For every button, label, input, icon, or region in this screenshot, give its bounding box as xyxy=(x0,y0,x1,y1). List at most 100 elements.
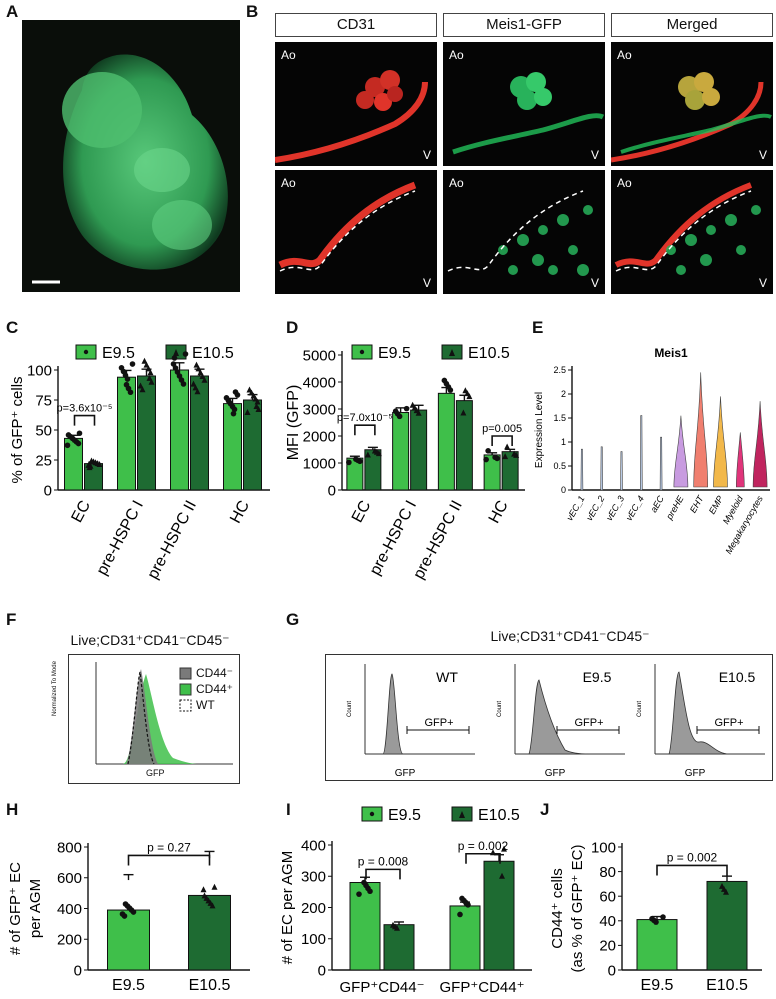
y-tick-label: 600 xyxy=(57,870,82,887)
panel-letter-e: E xyxy=(532,318,544,337)
hist-area xyxy=(528,679,590,755)
label-v: V xyxy=(422,276,431,290)
panel-letter-d: D xyxy=(286,318,299,337)
gate-label: GFP+ xyxy=(574,717,603,729)
y-tick-label: 0.5 xyxy=(553,461,566,471)
panel-letter-b: B xyxy=(246,2,259,21)
bar xyxy=(349,882,381,971)
data-point xyxy=(146,374,153,381)
x-tick-label: E10.5 xyxy=(189,977,231,994)
bar xyxy=(483,860,515,971)
p-value-label: p = 0.27 xyxy=(147,840,191,854)
data-point xyxy=(246,386,253,393)
label-ao: Ao xyxy=(281,48,296,62)
y-tick-label: 100 xyxy=(27,362,52,379)
panel-f-histogram xyxy=(95,662,233,765)
data-point xyxy=(364,451,371,458)
data-point xyxy=(193,361,200,368)
significance-bracket xyxy=(465,852,501,864)
y-tick-label: 0 xyxy=(328,482,336,499)
data-point xyxy=(171,355,178,361)
data-point xyxy=(244,409,251,415)
data-point xyxy=(460,409,467,416)
y-tick-label: 400 xyxy=(57,901,82,918)
label-v: V xyxy=(758,276,767,290)
violin xyxy=(752,401,768,488)
data-point xyxy=(457,911,463,918)
legend-label-e105: E10.5 xyxy=(478,807,520,824)
legend-label-e105: E10.5 xyxy=(468,345,510,362)
hist-area xyxy=(668,671,730,755)
bar xyxy=(636,919,678,971)
data-point xyxy=(392,408,399,415)
data-point xyxy=(462,387,469,394)
panel-letter-h: H xyxy=(6,800,19,819)
panel-g-title: Live;CD31⁺CD41⁻CD45⁻ xyxy=(490,628,650,644)
data-point xyxy=(211,883,218,890)
bar xyxy=(449,905,481,971)
x-tick-label: aEC xyxy=(648,494,666,515)
data-point xyxy=(353,456,359,463)
data-point xyxy=(65,432,72,438)
data-point xyxy=(403,405,410,412)
panel-letter-f: F xyxy=(6,610,17,629)
data-point xyxy=(719,882,725,889)
panel-g-histograms: WT GFP+ GFP Count E9.5 GFP+ GFP Count E10.5 GFP+ G… xyxy=(347,664,765,779)
micrograph-gfp-bottom: Ao V xyxy=(443,170,605,294)
data-point xyxy=(502,453,509,460)
label-ao: Ao xyxy=(281,176,296,190)
y-tick-label: 25 xyxy=(35,452,52,469)
data-point xyxy=(200,886,207,893)
legend-label-e95: E9.5 xyxy=(102,345,135,362)
bar xyxy=(107,909,150,971)
data-point xyxy=(390,921,396,928)
data-point xyxy=(145,365,152,372)
y-tick-label: 0 xyxy=(608,962,616,979)
micrograph-gfp-top: Ao V xyxy=(443,42,605,166)
data-point xyxy=(485,448,491,454)
data-point xyxy=(123,381,130,388)
header-merged: Merged xyxy=(611,13,773,37)
data-point xyxy=(511,450,518,457)
hist-panel-label: WT xyxy=(436,669,458,685)
violin xyxy=(620,451,623,491)
data-point xyxy=(501,845,507,852)
violin xyxy=(693,372,709,488)
legend-marker-e105 xyxy=(173,349,179,356)
label-ao: Ao xyxy=(617,48,632,62)
panel-letter-a: A xyxy=(6,2,19,21)
label-v: V xyxy=(590,148,599,162)
data-point xyxy=(232,389,239,395)
panel-f-title: Live;CD31⁺CD41⁻CD45⁻ xyxy=(70,632,230,648)
x-tick-label: E9.5 xyxy=(641,977,674,994)
data-point xyxy=(64,442,71,449)
x-tick-label: pre-HSPC I xyxy=(94,498,147,578)
x-tick-label: vEC_3 xyxy=(604,494,626,522)
p-value-label: p = 0.008 xyxy=(358,854,409,868)
micrograph-merged-top: Ao V xyxy=(611,42,773,166)
bar xyxy=(137,375,156,491)
y-axis-label: per AGM xyxy=(27,879,44,938)
bar xyxy=(410,409,428,491)
data-point xyxy=(119,911,126,917)
data-point xyxy=(194,388,201,395)
x-tick-label: pre-HSPC I xyxy=(367,498,420,578)
x-tick-label: EC xyxy=(69,498,94,526)
gate-label: GFP+ xyxy=(714,717,743,729)
data-point xyxy=(182,351,189,357)
p-value-label: p=7.0x10⁻⁵ xyxy=(337,412,393,424)
y-tick-label: 60 xyxy=(599,888,616,905)
bar xyxy=(392,412,410,491)
label-ao: Ao xyxy=(617,176,632,190)
y-axis-label: Expression Level xyxy=(534,392,545,468)
hist-x-label: GFP xyxy=(685,768,706,779)
data-point xyxy=(504,443,511,450)
data-point xyxy=(223,395,230,401)
panel-letter-c: C xyxy=(6,318,19,337)
data-point xyxy=(499,872,505,879)
data-point xyxy=(483,456,489,463)
header-meis1-gfp: Meis1-GFP xyxy=(443,13,605,37)
data-point xyxy=(190,380,197,387)
y-axis-label: MFI (GFP) xyxy=(285,385,302,461)
